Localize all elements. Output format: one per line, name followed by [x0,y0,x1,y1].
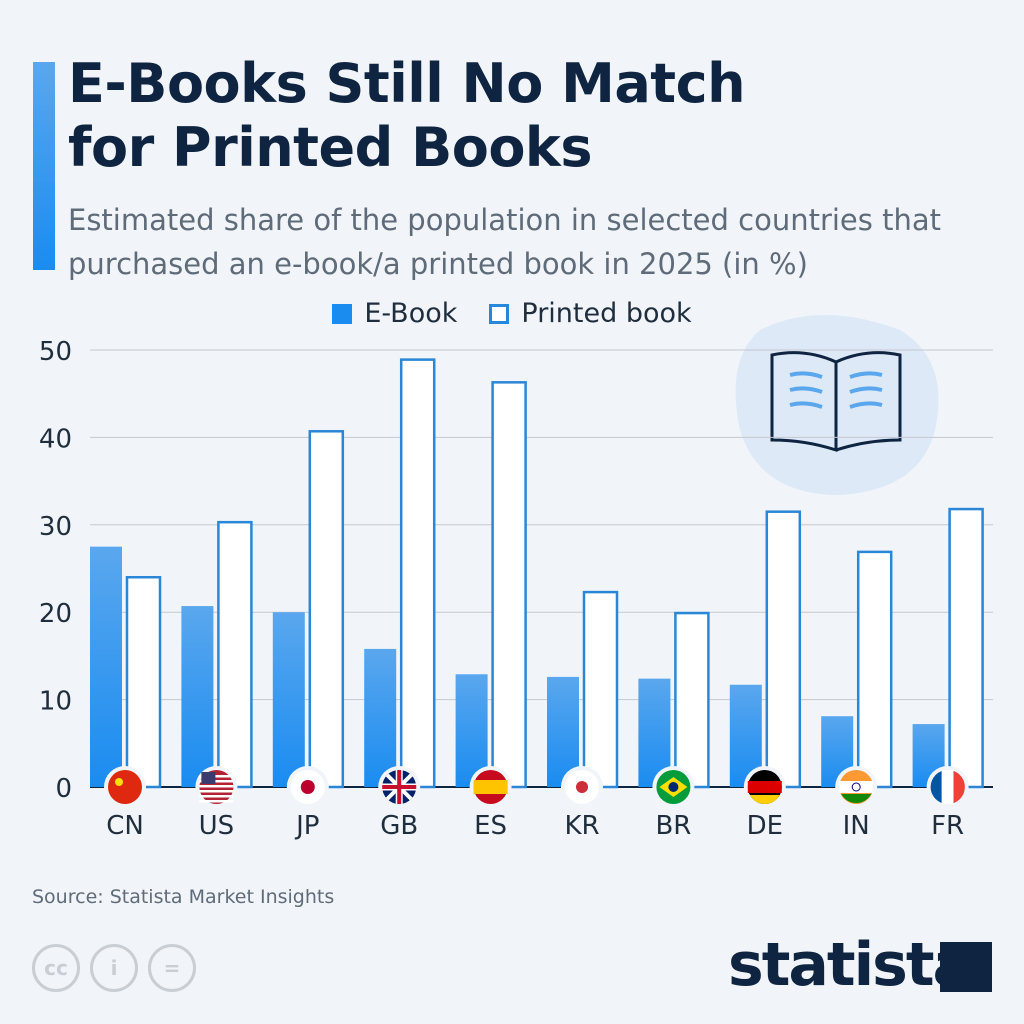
flag-cn-icon [104,766,146,808]
y-tick-label: 10 [39,687,72,717]
y-tick-label: 20 [39,599,72,629]
bar-printed-US [217,520,253,789]
legend-swatch-printed [489,303,510,324]
flag-es-icon [469,766,512,808]
bar-printed-BR [674,611,710,789]
legend-item-printed: Printed book [489,298,692,329]
bar-ebook-CN [90,546,122,787]
flag-gb-icon [378,766,421,808]
bar-printed-GB [399,358,436,789]
flag-us-icon [195,766,238,808]
license-icons: cc i = [32,944,196,992]
attribution-icon: i [90,944,138,992]
open-book-icon [770,351,902,453]
flag-fr-icon [926,766,969,808]
legend-label: E-Book [364,298,458,329]
x-tick-label: JP [294,811,319,841]
x-tick-label: DE [747,811,783,841]
x-tick-label: GB [380,811,418,841]
legend-swatch-ebook [332,303,353,324]
x-tick-label: KR [564,811,599,841]
y-tick-label: 0 [55,774,72,804]
x-tick-label: CN [106,811,144,841]
statista-logo-mark [940,942,992,992]
legend: E-Book Printed book [0,298,1024,329]
flag-in-icon [835,766,878,808]
legend-label: Printed book [521,298,692,329]
x-tick-label: IN [843,811,870,841]
flag-jp-icon [286,766,329,808]
cc-icon: cc [32,944,80,992]
y-tick-label: 40 [39,424,72,454]
x-tick-label: BR [655,811,691,841]
bar-ebook-GB [364,648,397,787]
y-tick-label: 30 [39,512,72,542]
bar-printed-FR [948,507,984,789]
no-derivatives-icon: = [148,944,196,992]
flag-de-icon [743,766,786,808]
source-note: Source: Statista Market Insights [32,886,335,908]
bar-printed-CN [125,575,162,789]
bar-ebook-US [181,606,214,787]
y-tick-label: 50 [39,337,72,367]
flag-kr-icon [561,766,603,808]
x-tick-label: US [199,811,235,841]
chart-subtitle: Estimated share of the population in sel… [68,203,941,281]
bar-printed-ES [491,381,527,789]
bar-printed-IN [856,550,893,789]
legend-item-ebook: E-Book [332,298,457,329]
bar-printed-JP [308,430,345,789]
flag-br-icon [652,766,695,808]
statista-logo: statista [728,930,973,1000]
x-tick-label: ES [474,811,507,841]
bar-printed-DE [765,510,802,789]
bar-printed-KR [582,590,619,789]
chart-title: E-Books Still No Match for Printed Books [68,52,746,179]
x-tick-label: FR [931,811,964,841]
bar-ebook-JP [272,612,305,787]
title-accent-bar [33,62,55,270]
